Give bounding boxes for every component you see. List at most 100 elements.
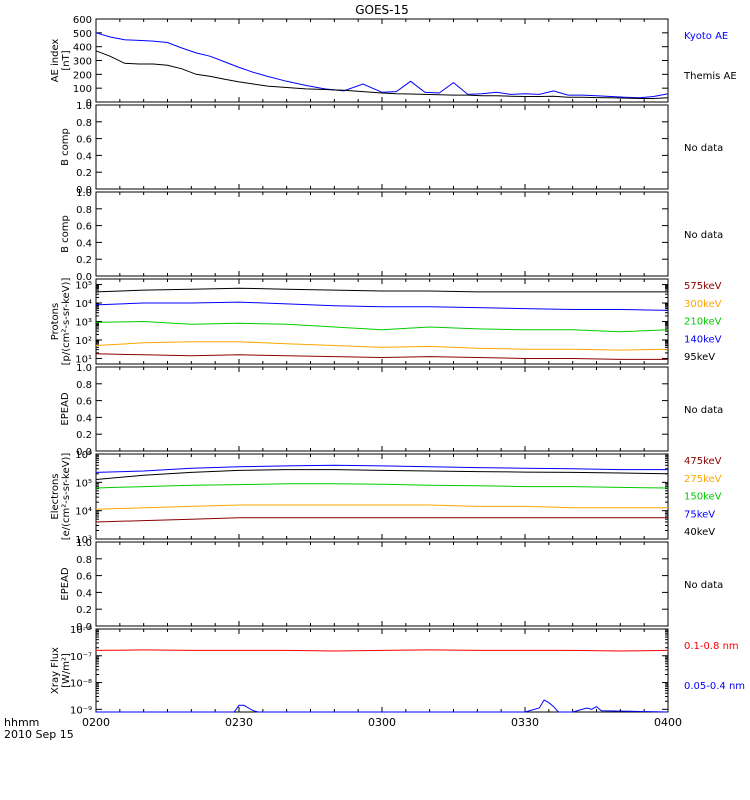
series-line-150kev (95, 483, 669, 489)
series-line-95kev (95, 287, 668, 293)
y-tick-label: 300 (73, 57, 92, 68)
y-axis-label: Protons (50, 303, 61, 340)
y-tick-label: 200 (73, 70, 92, 81)
y-tick-label: 0.0 (76, 447, 92, 458)
y-tick-label: 0.8 (76, 555, 92, 566)
series-line-75kev (95, 464, 668, 473)
legend-entry: 575keV (684, 281, 722, 292)
panel-frame (95, 541, 669, 627)
panel-xray: 10⁻⁹ 10⁻⁸ 10⁻⁷ 10⁻⁶ Xray Flux [W/m²] 0.1-0.8 n… (50, 625, 745, 716)
y-tick-label: 0.0 (76, 622, 92, 633)
y-tick-label: 0 (86, 98, 92, 109)
series-line-140kev (95, 301, 669, 311)
legend-entry: 150keV (684, 492, 722, 503)
legend-entry: 0.1-0.8 nm (684, 641, 739, 652)
series-line-475kev (95, 517, 668, 523)
y-tick-label: 0.4 (76, 238, 92, 249)
y-tick-label: 10⁻⁸ (70, 679, 92, 690)
x-tick-label: 0230 (225, 716, 253, 729)
y-tick-label: 600 (73, 15, 92, 26)
y-tick-label: 10³ (75, 318, 92, 329)
y-axis-label: B comp (60, 215, 71, 253)
legend-entry: Kyoto AE (684, 31, 728, 42)
y-tick-label: 10⁻⁶ (70, 625, 92, 636)
y-tick-label: 10⁴ (75, 507, 92, 518)
series-line-themis-ae (95, 50, 669, 99)
series-line-0-05-0-4-nm (96, 699, 669, 713)
series-line-0-1-0-8-nm (95, 649, 669, 652)
panel-epead2: 0.0 0.2 0.4 0.6 0.8 1.0 EPEAD No data (60, 538, 723, 633)
y-tick-label: 0.4 (76, 151, 92, 162)
no-data-status: No data (684, 580, 723, 591)
legend-entry: 275keV (684, 474, 722, 485)
y-tick-label: 10⁴ (75, 299, 92, 310)
x-axis-unit: hhmm (4, 716, 40, 729)
series-line-575kev (95, 353, 668, 360)
y-tick-label: 10⁵ (75, 478, 92, 489)
y-axis-label: EPEAD (60, 392, 71, 426)
y-tick-label: 0.6 (76, 397, 92, 408)
y-tick-label: 10⁶ (75, 450, 92, 461)
legend-entry: 95keV (684, 352, 715, 363)
y-tick-label: 1.0 (76, 538, 92, 549)
x-tick-label: 0400 (654, 716, 682, 729)
y-tick-label: 0.4 (76, 588, 92, 599)
panel-electrons: 10³ 10⁴ 10⁵ 10⁶ Electrons [e/(cm²-s-sr-keV)] 4… (50, 450, 722, 546)
y-tick-label: 10⁵ (75, 281, 92, 292)
y-tick-label: 0.8 (76, 118, 92, 129)
y-tick-label: 100 (73, 84, 92, 95)
y-tick-label: 10¹ (75, 354, 92, 365)
series-line-300kev (95, 341, 669, 351)
legend-entry: 300keV (684, 299, 722, 310)
legend-entry: 0.05-0.4 nm (684, 681, 745, 692)
y-tick-label: 0.2 (76, 605, 92, 616)
panel-ae: 0 100 200 300 400 500 600 AE index [nT] Kyoto AE T… (50, 15, 737, 109)
y-axis-label: AE index (50, 39, 61, 83)
x-tick-label: 0300 (368, 716, 396, 729)
panel-bcomp2: 0.0 0.2 0.4 0.6 0.8 1.0 B comp No data (60, 188, 723, 283)
no-data-status: No data (684, 143, 723, 154)
legend-entry: 475keV (684, 456, 722, 467)
y-axis-label: [e/(cm²-s-sr-keV)] (61, 453, 72, 541)
y-axis-label: B comp (60, 128, 71, 166)
y-tick-label: 0.6 (76, 135, 92, 146)
y-tick-label: 1.0 (76, 188, 92, 199)
x-axis-date: 2010 Sep 15 (4, 728, 74, 741)
x-axis-label: hhmm 2010 Sep 15 (4, 717, 74, 741)
series-line-40kev (95, 469, 669, 480)
y-tick-label: 1.0 (76, 363, 92, 374)
legend-entry: 40keV (684, 527, 715, 538)
y-tick-label: 0.0 (76, 272, 92, 283)
panel-bcomp1: 0.0 0.2 0.4 0.6 0.8 1.0 B comp No data (60, 101, 723, 196)
panel-frame (95, 628, 669, 713)
y-tick-label: 500 (73, 29, 92, 40)
y-axis-label: [nT] (61, 50, 72, 70)
panel-frame (95, 366, 669, 452)
y-tick-label: 1.0 (76, 101, 92, 112)
y-tick-label: 10³ (75, 535, 92, 546)
y-tick-label: 10² (75, 336, 92, 347)
panel-frame (95, 191, 669, 277)
panel-protons: 10¹ 10² 10³ 10⁴ 10⁵ Protons [p/(cm²-s-sr-keV)]… (50, 278, 722, 366)
chart-title: GOES-15 (355, 3, 409, 17)
series-line-kyoto-ae (95, 32, 669, 99)
y-tick-label: 0.2 (76, 168, 92, 179)
panel-frame (95, 453, 669, 540)
series-line-210kev (95, 320, 669, 333)
y-axis-label: Electrons (50, 473, 61, 519)
y-tick-label: 0.2 (76, 430, 92, 441)
y-tick-label: 0.0 (76, 185, 92, 196)
y-axis-label: EPEAD (60, 567, 71, 601)
y-tick-label: 0.6 (76, 572, 92, 583)
no-data-status: No data (684, 230, 723, 241)
legend-entry: 140keV (684, 334, 722, 345)
y-tick-label: 0.4 (76, 413, 92, 424)
panel-frame (95, 18, 669, 103)
panel-epead1: 0.0 0.2 0.4 0.6 0.8 1.0 EPEAD No data (60, 363, 723, 458)
y-tick-label: 10⁻⁷ (70, 652, 92, 663)
x-tick-label: 0200 (82, 716, 110, 729)
y-tick-label: 10⁻⁹ (70, 705, 92, 716)
series-line-275kev (95, 504, 668, 510)
y-tick-label: 400 (73, 43, 92, 54)
y-tick-label: 0.8 (76, 380, 92, 391)
